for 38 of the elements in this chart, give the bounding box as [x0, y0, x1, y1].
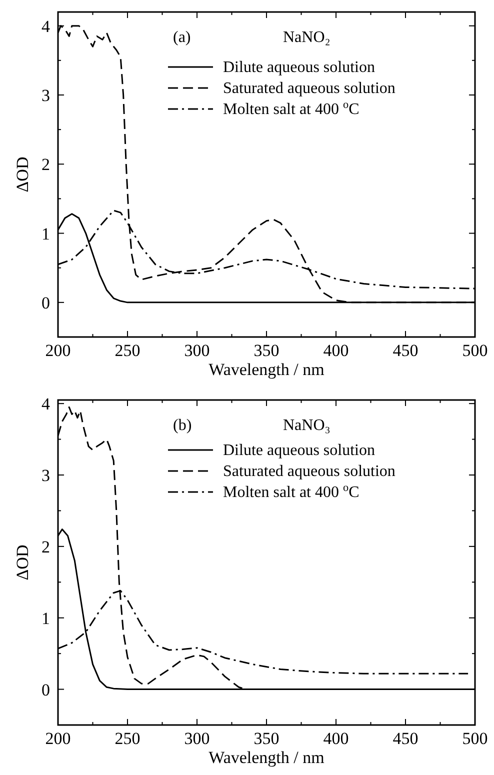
x-tick-label: 500: [462, 341, 488, 360]
y-axis-title: ΔOD: [13, 544, 32, 580]
x-tick-label: 200: [45, 341, 71, 360]
y-tick-label: 3: [42, 86, 50, 105]
legend-label: Dilute aqueous solution: [223, 59, 375, 76]
x-tick-label: 450: [392, 341, 418, 360]
x-tick-label: 400: [323, 729, 349, 748]
x-tick-label: 400: [323, 341, 349, 360]
annotation: (a): [173, 29, 191, 46]
y-tick-label: 3: [42, 466, 50, 485]
annotation: NaNO₃: [283, 417, 330, 434]
legend-label: Molten salt at 400 $^{o}$C: [223, 99, 360, 118]
x-tick-label: 250: [114, 729, 140, 748]
annotation: (b): [173, 417, 192, 434]
x-tick-label: 500: [462, 729, 488, 748]
legend-label: Molten salt at 400 $^{o}$C: [223, 482, 360, 501]
x-axis-title: Wavelength / nm: [208, 748, 324, 767]
y-axis-title: ΔOD: [13, 156, 32, 192]
y-tick-label: 4: [42, 16, 50, 36]
x-tick-label: 300: [184, 341, 210, 360]
x-tick-label: 350: [254, 341, 280, 360]
x-axis-title: Wavelength / nm: [208, 360, 324, 379]
legend-label: Saturated aqueous solution: [223, 80, 396, 97]
x-tick-label: 250: [114, 341, 140, 360]
x-tick-label: 350: [254, 729, 280, 748]
y-tick-label: 0: [42, 680, 50, 700]
x-tick-label: 450: [392, 729, 418, 748]
y-tick-label: 2: [42, 155, 50, 174]
y-tick-label: 1: [42, 224, 50, 244]
y-tick-label: 4: [42, 394, 50, 414]
x-tick-label: 300: [184, 729, 210, 748]
y-tick-label: 2: [42, 537, 50, 556]
y-tick-label: 0: [42, 293, 50, 312]
legend-label: Dilute aqueous solution: [223, 442, 375, 459]
y-tick-label: 1: [42, 608, 50, 628]
x-tick-label: 200: [45, 729, 71, 748]
legend-label: Saturated aqueous solution: [223, 463, 396, 480]
annotation: NaNO₂: [283, 29, 330, 46]
